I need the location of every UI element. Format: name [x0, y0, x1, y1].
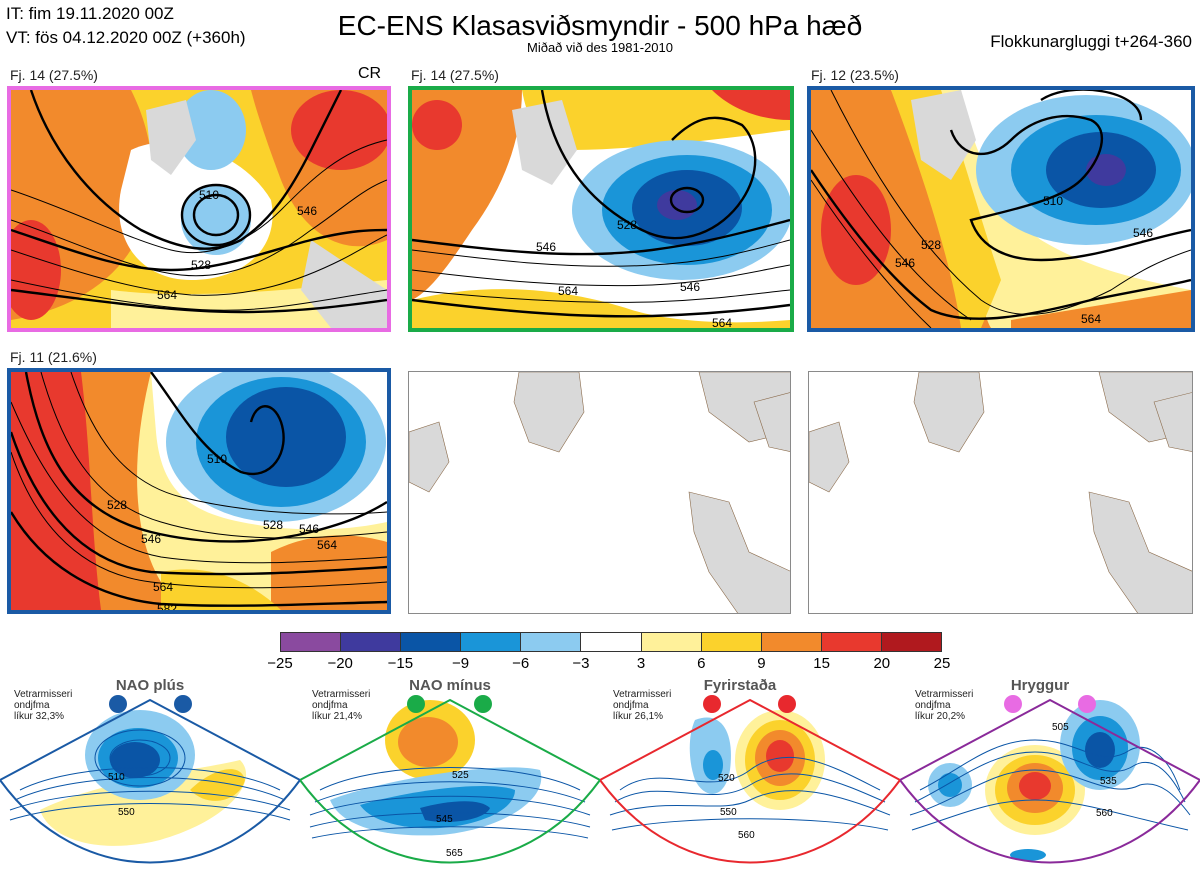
colorbar-tick-label: 3 [636, 655, 646, 672]
contour-label: 510 [108, 772, 125, 783]
panel-4-label: Fj. 11 (21.6%) [10, 349, 97, 365]
contour-label: 510 [199, 188, 220, 202]
panel-3-label: Fj. 12 (23.5%) [811, 67, 899, 83]
colorbar-segment [401, 633, 462, 651]
regime-ridge-map: 505 535 560 [898, 690, 1200, 871]
contour-label: 545 [436, 814, 453, 825]
contour-label: 564 [153, 580, 174, 594]
regime-blocking-map: 520 550 560 [598, 690, 902, 871]
colorbar-tick-label: −9 [451, 655, 470, 672]
contour-label: 528 [107, 498, 128, 512]
contour-label: 525 [452, 770, 469, 781]
colorbar-tick-label: −25 [267, 655, 293, 672]
colorbar-tick-label: −3 [572, 655, 590, 672]
regime-nao-plus-note: Vetrarmisseri ondjfma líkur 32,3% [14, 689, 73, 722]
colorbar-segment [461, 633, 522, 651]
contour-label: 520 [718, 773, 735, 784]
contour-label: 564 [712, 316, 733, 330]
contour-label: 546 [141, 532, 162, 546]
contour-label: 546 [1133, 226, 1154, 240]
panel-1-badge: CR [358, 65, 382, 82]
cluster-window: Flokkunargluggi t+264-360 [990, 32, 1192, 51]
panel-2-label: Fj. 14 (27.5%) [411, 67, 499, 83]
contour-label: 546 [680, 280, 701, 294]
contour-label: 564 [558, 284, 579, 298]
regime-ridge-title: Hryggur [1010, 677, 1070, 694]
chart-subtitle: Miðað við des 1981-2010 [527, 40, 673, 55]
colorbar-tick-label: 15 [813, 655, 830, 672]
colorbar-segment [281, 633, 342, 651]
contour-label: 560 [738, 830, 755, 841]
colorbar-tick-label: −6 [512, 655, 530, 672]
panel-1-label: Fj. 14 (27.5%) [10, 67, 98, 83]
colorbar-segment [341, 633, 402, 651]
regime-nao-minus-title: NAO mínus [409, 677, 491, 694]
regime-nao-plus-map: 510 550 [0, 690, 302, 871]
cluster-panel-2: 528 546 564 546 564 [408, 86, 794, 332]
contour-label: 528 [617, 218, 638, 232]
contour-label: 560 [1096, 808, 1113, 819]
contour-label: 528 [263, 518, 284, 532]
colorbar-segment [581, 633, 642, 651]
colorbar-segment [701, 633, 762, 651]
contour-label: 546 [895, 256, 916, 270]
colorbar-tick-label: 25 [933, 655, 951, 672]
contour-label: 582 [157, 602, 178, 614]
contour-label: 550 [118, 807, 135, 818]
issue-time: IT: fim 19.11.2020 00Z [6, 4, 174, 23]
regime-nao-plus-title: NAO plús [115, 677, 185, 694]
contour-label: 528 [191, 258, 212, 272]
contour-label: 546 [536, 240, 557, 254]
regime-nao-minus-map: 525 545 565 [298, 690, 602, 871]
cluster-panel-1: 510 528 546 564 [7, 86, 391, 332]
regime-ridge-note: Vetrarmisseri ondjfma líkur 20,2% [915, 689, 974, 722]
empty-map-panel-6 [808, 371, 1193, 614]
colorbar-segment [521, 633, 582, 651]
valid-time: VT: fös 04.12.2020 00Z (+360h) [6, 28, 246, 47]
contour-label: 505 [1052, 722, 1069, 733]
contour-label: 546 [299, 522, 320, 536]
regime-blocking-note: Vetrarmisseri ondjfma líkur 26,1% [613, 689, 672, 722]
colorbar-tick-label: −20 [327, 655, 353, 672]
colorbar-tick-label: −15 [387, 655, 414, 672]
colorbar-tick-label: 9 [757, 655, 766, 672]
contour-label: 564 [317, 538, 338, 552]
contour-label: 535 [1100, 776, 1117, 787]
contour-label: 546 [297, 204, 318, 218]
anomaly-colorbar [280, 632, 942, 652]
regime-blocking-title: Fyrirstaða [703, 677, 777, 694]
chart-title: EC-ENS Klasasviðsmyndir - 500 hPa hæð [337, 10, 863, 41]
colorbar-segment [641, 633, 702, 651]
cluster-panel-4: 510 528 546 564 582 528 546 564 [7, 368, 391, 614]
colorbar-tick-label: 6 [697, 655, 706, 672]
contour-label: 510 [1043, 194, 1064, 208]
colorbar-segment [821, 633, 882, 651]
empty-map-panel-5 [408, 371, 791, 614]
regime-nao-minus-note: Vetrarmisseri ondjfma líkur 21,4% [312, 689, 371, 722]
contour-label: 550 [720, 807, 737, 818]
colorbar-segment [761, 633, 822, 651]
contour-label: 510 [207, 452, 228, 466]
colorbar-segment [881, 633, 942, 651]
colorbar-tick-label: 20 [873, 655, 891, 672]
contour-label: 528 [921, 238, 942, 252]
contour-label: 564 [1081, 312, 1102, 326]
contour-label: 564 [157, 288, 178, 302]
cluster-panel-3: 510 528 546 564 546 [807, 86, 1195, 332]
contour-label: 565 [446, 848, 463, 859]
